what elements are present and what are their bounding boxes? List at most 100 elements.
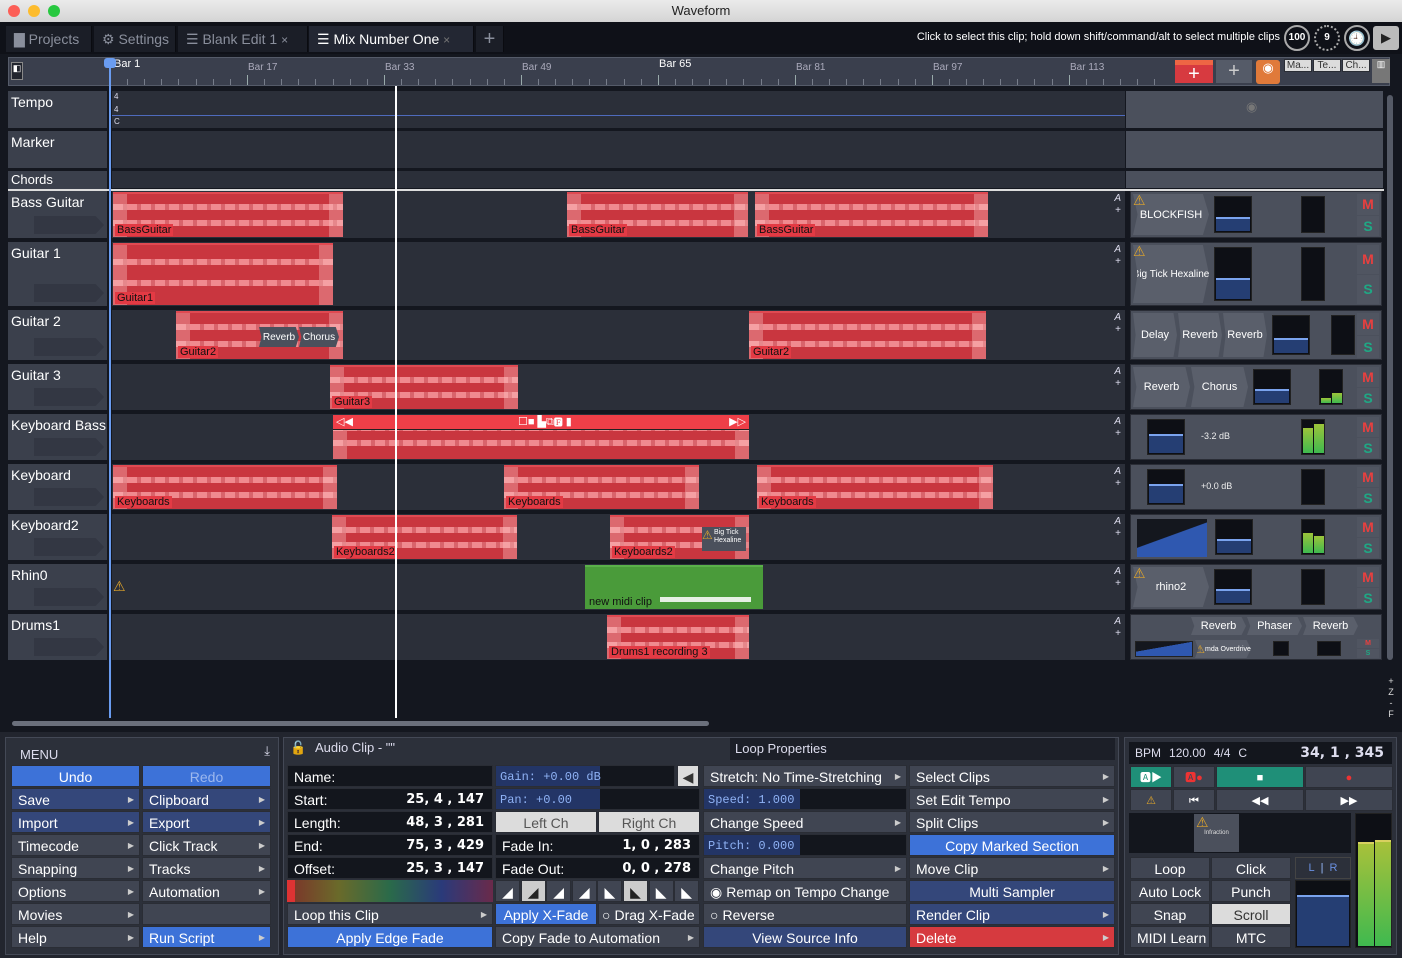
speed-field[interactable]: Speed: 1.000 bbox=[703, 788, 907, 810]
solo-button[interactable]: S bbox=[1357, 649, 1379, 658]
drag-xfade-radio[interactable]: ○ Drag X-Fade bbox=[598, 903, 700, 925]
marker-lane[interactable] bbox=[112, 131, 1125, 168]
fast-forward-button[interactable]: ▶▶ bbox=[1305, 789, 1393, 811]
fade-in-field[interactable]: Fade In: 1, 0 , 283 bbox=[495, 834, 700, 856]
track-header[interactable]: Guitar 1 bbox=[8, 242, 107, 306]
transport-scroll-button[interactable]: Scroll bbox=[1211, 903, 1291, 925]
loop-clip-button[interactable]: Loop this Clip ▶ bbox=[287, 903, 493, 925]
volume-widget[interactable] bbox=[1253, 369, 1291, 405]
add-automation-button[interactable]: + bbox=[1115, 478, 1121, 489]
move-clip-button[interactable]: Move Clip ▶ bbox=[909, 857, 1115, 879]
tab-projects[interactable]: ▇ Projects bbox=[6, 26, 92, 52]
dial-gauge[interactable]: 9 bbox=[1314, 25, 1340, 51]
apply-edge-fade-button[interactable]: Apply Edge Fade bbox=[287, 926, 493, 948]
eq-plugin[interactable] bbox=[1137, 519, 1207, 557]
warning-button[interactable]: ⚠ bbox=[1130, 789, 1172, 811]
zoom-full[interactable]: F bbox=[1388, 709, 1394, 719]
mute-button[interactable]: M bbox=[1357, 639, 1379, 648]
solo-button[interactable]: S bbox=[1357, 275, 1379, 304]
audio-clip[interactable]: BassGuitar bbox=[113, 192, 343, 237]
menu-item-run-script[interactable]: Run Script ▶ bbox=[142, 926, 271, 948]
fade-out-handle[interactable] bbox=[503, 517, 517, 559]
audio-clip[interactable]: Keyboards2 bbox=[332, 515, 517, 559]
add-automation-button[interactable]: + bbox=[1115, 528, 1121, 539]
transport-punch-button[interactable]: Punch bbox=[1211, 880, 1291, 902]
plugin-slot[interactable]: Reverb bbox=[1303, 617, 1358, 635]
close-window-button[interactable] bbox=[8, 5, 20, 17]
stretch-menu[interactable]: Stretch: No Time-Stretching ▶ bbox=[703, 765, 907, 787]
change-pitch-button[interactable]: Change Pitch ▶ bbox=[703, 857, 907, 879]
mute-button[interactable]: M bbox=[1357, 517, 1379, 537]
name-field[interactable]: Name: bbox=[287, 765, 493, 787]
solo-button[interactable]: S bbox=[1357, 488, 1379, 508]
length-field[interactable]: Length: 48, 3 , 281 bbox=[287, 811, 493, 833]
tempo-track-header[interactable]: Tempo bbox=[8, 91, 107, 128]
stop-button[interactable]: ■ bbox=[1216, 766, 1304, 788]
automation-button[interactable]: A bbox=[1114, 312, 1121, 323]
fade-out-handle[interactable] bbox=[329, 194, 343, 237]
loop-properties-tab[interactable]: Loop Properties bbox=[730, 738, 1115, 760]
audio-clip[interactable]: Keyboards bbox=[113, 465, 337, 509]
loop-left-icon[interactable]: ◁◀ bbox=[336, 416, 353, 428]
lock-icon[interactable]: 🔓 bbox=[290, 740, 307, 755]
plugin-slot[interactable]: Reverb bbox=[1178, 313, 1222, 357]
volume-widget[interactable] bbox=[1273, 641, 1289, 656]
clip-plugin[interactable]: ⚠ Big Tick Hexaline bbox=[702, 527, 746, 551]
clip-plugin[interactable]: Reverb bbox=[259, 327, 299, 347]
plugin-slot[interactable]: Phaser bbox=[1247, 617, 1302, 635]
vertical-scrollbar[interactable] bbox=[1387, 95, 1393, 660]
volume-widget[interactable] bbox=[1214, 569, 1252, 605]
clock-icon[interactable]: 🕘 bbox=[1344, 25, 1370, 51]
auto-record-button[interactable]: 🅰● bbox=[1173, 766, 1215, 788]
tempo-lane[interactable]: 4 4 C bbox=[112, 91, 1125, 128]
fade-shape-button[interactable]: ◣ bbox=[674, 880, 700, 902]
track-header[interactable]: Guitar 3 bbox=[8, 364, 107, 410]
zoom-window-button[interactable] bbox=[48, 5, 60, 17]
track-header[interactable]: Keyboard Bass bbox=[8, 414, 107, 460]
tab-settings[interactable]: ⚙ Settings bbox=[94, 26, 176, 52]
transport-midi-learn-button[interactable]: MIDI Learn bbox=[1130, 926, 1210, 948]
audio-clip[interactable]: Keyboards bbox=[757, 465, 993, 509]
master-plugin[interactable]: ⚠ Infraction bbox=[1194, 814, 1239, 852]
set-edit-tempo-button[interactable]: Set Edit Tempo ▶ bbox=[909, 788, 1115, 810]
track-header[interactable]: Drums1 bbox=[8, 614, 107, 660]
fade-in-handle[interactable] bbox=[113, 245, 127, 305]
solo-button[interactable]: S bbox=[1357, 588, 1379, 608]
render-clip-button[interactable]: Render Clip ▶ bbox=[909, 903, 1115, 925]
mute-speaker-icon[interactable]: ◀ bbox=[677, 765, 699, 787]
plugin-slot[interactable]: Reverb bbox=[1223, 313, 1267, 357]
chords-lane[interactable] bbox=[112, 171, 1125, 188]
cursor-handle[interactable] bbox=[104, 58, 116, 68]
menu-item-export[interactable]: Export ▶ bbox=[142, 811, 271, 833]
mute-button[interactable]: M bbox=[1357, 417, 1379, 437]
fade-shape-button[interactable]: ◢ bbox=[520, 880, 546, 902]
download-icon[interactable]: ⤓ bbox=[264, 743, 270, 758]
add-automation-button[interactable]: + bbox=[1115, 256, 1121, 267]
end-field[interactable]: End: 75, 3 , 429 bbox=[287, 834, 493, 856]
marker-tab[interactable]: Ma... bbox=[1284, 59, 1312, 72]
menu-item-automation[interactable]: Automation ▶ bbox=[142, 880, 271, 902]
audio-clip[interactable]: BassGuitar bbox=[567, 192, 748, 237]
audio-clip[interactable]: Drums1 recording 3 bbox=[607, 615, 749, 659]
automation-button[interactable]: A bbox=[1114, 516, 1121, 527]
copy-marked-section-button[interactable]: Copy Marked Section bbox=[909, 834, 1115, 856]
playhead[interactable] bbox=[395, 86, 397, 718]
fade-out-field[interactable]: Fade Out: 0, 0 , 278 bbox=[495, 857, 700, 879]
zoom-fit[interactable]: Z bbox=[1388, 687, 1394, 697]
fade-shape-button[interactable]: ◢ bbox=[495, 880, 520, 902]
volume-widget[interactable] bbox=[1214, 196, 1252, 233]
view-source-button[interactable]: View Source Info bbox=[703, 926, 907, 948]
plugin-slot[interactable]: Reverb bbox=[1191, 617, 1246, 635]
menu-item-clipboard[interactable]: Clipboard ▶ bbox=[142, 788, 271, 810]
fade-shape-button[interactable]: ◣ bbox=[648, 880, 674, 902]
mute-button[interactable]: M bbox=[1357, 245, 1379, 274]
menu-item-tracks[interactable]: Tracks ▶ bbox=[142, 857, 271, 879]
record-knob-icon[interactable]: ◉ bbox=[1256, 60, 1280, 84]
menu-item-click-track[interactable]: Click Track ▶ bbox=[142, 834, 271, 856]
automation-button[interactable]: A bbox=[1114, 193, 1121, 204]
add-automation-button[interactable]: + bbox=[1115, 378, 1121, 389]
copy-fade-button[interactable]: Copy Fade to Automation ▶ bbox=[495, 926, 700, 948]
rewind-button[interactable]: ◀◀ bbox=[1216, 789, 1304, 811]
panel-toggle-icon[interactable]: ◧ bbox=[11, 62, 23, 80]
apply-xfade-button[interactable]: Apply X-Fade bbox=[495, 903, 597, 925]
